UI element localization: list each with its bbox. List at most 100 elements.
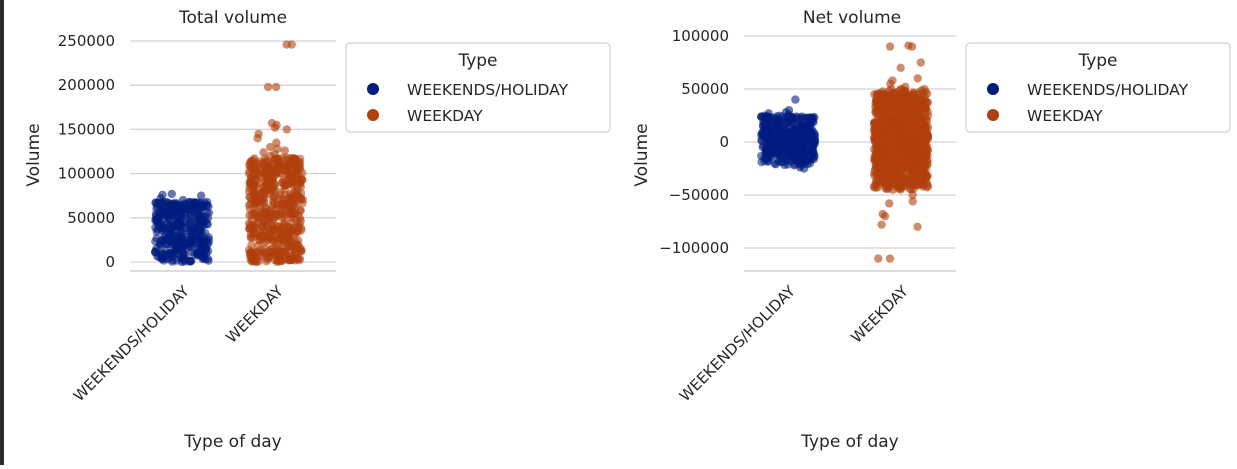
data-point [264, 253, 273, 262]
data-point [923, 180, 932, 189]
data-point [271, 248, 281, 258]
legend-entry: WEEKDAY [1027, 107, 1103, 125]
data-point [764, 109, 773, 118]
data-point [177, 235, 186, 245]
data-point [179, 256, 189, 265]
y-tick-label: 250000 [58, 32, 115, 50]
data-point [252, 257, 261, 267]
data-point [151, 211, 161, 221]
chart-title: Net volume [803, 8, 901, 28]
data-point [785, 118, 794, 127]
data-point [875, 142, 884, 152]
data-point [884, 142, 893, 151]
data-point [776, 145, 786, 154]
data-point [896, 63, 905, 72]
data-point [887, 116, 896, 126]
chart-title: Total volume [178, 8, 287, 28]
data-point [249, 169, 258, 178]
y-tick-label: −50000 [669, 186, 729, 204]
data-point [787, 143, 797, 152]
data-point [167, 189, 176, 199]
data-point [245, 223, 255, 233]
data-point [892, 127, 901, 136]
data-point [186, 256, 195, 266]
series-weekends-holiday [151, 189, 214, 267]
data-point [792, 112, 801, 121]
legend-marker [367, 109, 379, 121]
data-point [288, 154, 298, 164]
data-point [899, 181, 908, 191]
y-tick-label: −100000 [659, 239, 729, 257]
data-point [870, 118, 879, 128]
data-point [249, 187, 259, 196]
data-point [288, 178, 298, 187]
data-point [287, 199, 296, 208]
data-point [882, 174, 892, 184]
data-point [271, 82, 281, 92]
data-point [792, 149, 801, 159]
data-point [286, 241, 295, 250]
data-point [291, 208, 301, 217]
data-point [262, 169, 272, 178]
data-point [283, 231, 293, 240]
data-point [885, 42, 895, 51]
data-point [250, 162, 259, 171]
data-point [284, 222, 293, 231]
data-point [907, 125, 917, 134]
data-point [920, 147, 929, 157]
data-point [259, 188, 269, 198]
data-point [908, 197, 917, 206]
data-point [871, 152, 881, 162]
data-point [204, 208, 214, 218]
data-point [888, 76, 897, 85]
data-point [267, 119, 277, 128]
data-point [158, 190, 167, 200]
data-point [192, 249, 202, 259]
data-point [246, 233, 255, 242]
data-point [763, 157, 773, 166]
data-point [152, 202, 162, 211]
data-point [883, 103, 893, 112]
data-point [151, 247, 160, 257]
data-point [282, 40, 291, 49]
data-point [289, 187, 299, 197]
legend-marker [987, 109, 999, 121]
data-point [909, 137, 919, 147]
legend-marker [987, 83, 999, 95]
data-point [257, 197, 267, 207]
y-tick-label: 50000 [681, 80, 729, 98]
data-point [269, 179, 279, 188]
data-point [882, 183, 891, 193]
data-point [923, 132, 933, 141]
y-tick-label: 150000 [58, 120, 115, 138]
data-point [166, 248, 175, 258]
data-point [254, 129, 263, 139]
data-point [915, 173, 924, 182]
data-point [897, 115, 907, 124]
data-point [798, 159, 807, 168]
legend-frame [345, 42, 611, 133]
data-point [197, 202, 207, 212]
data-point [894, 169, 903, 178]
x-axis-label: Type of day [183, 432, 282, 452]
y-tick-label: 50000 [67, 209, 115, 227]
data-point [913, 74, 922, 83]
data-point [895, 106, 904, 115]
data-point [794, 137, 804, 146]
data-point [908, 94, 917, 104]
data-point [923, 111, 933, 121]
data-point [782, 137, 792, 146]
series-weekday [869, 41, 933, 263]
y-axis-label: Volume [632, 123, 652, 186]
data-point [195, 235, 205, 244]
x-tick-label: WEEKDAY [222, 282, 287, 347]
data-point [772, 137, 782, 147]
data-point [920, 138, 930, 148]
data-point [162, 209, 171, 218]
data-point [885, 254, 895, 263]
strip-plot-figure: Total volume 0 50000 100000 150000 200000 2500… [24, 8, 1231, 452]
data-point [787, 127, 796, 136]
data-point [247, 240, 256, 250]
data-point [252, 176, 261, 186]
data-point [195, 213, 204, 222]
